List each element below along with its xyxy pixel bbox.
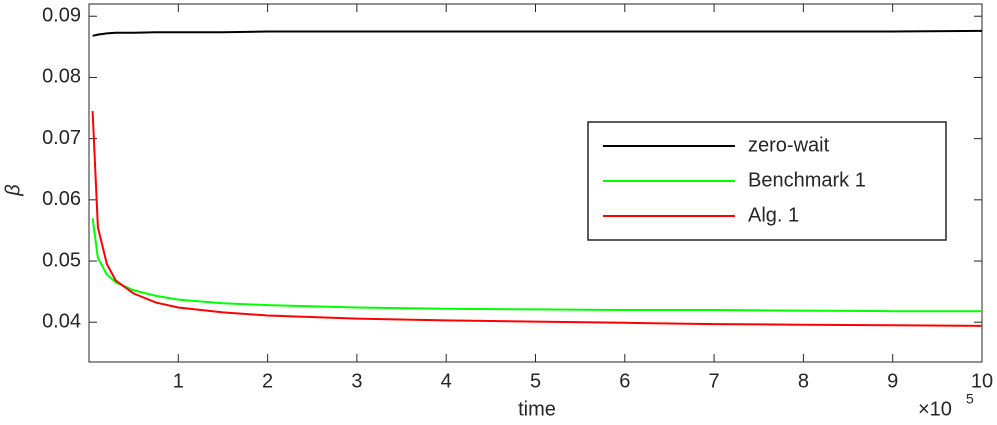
x-tick-label: 8	[798, 370, 809, 392]
x-tick-label: 10	[971, 370, 993, 392]
x-axis-label: time	[518, 398, 556, 420]
y-tick-label: 0.05	[42, 249, 81, 271]
x-tick-label: 4	[441, 370, 452, 392]
legend-label: Alg. 1	[748, 204, 799, 226]
x-tick-label: 5	[530, 370, 541, 392]
x-tick-label: 1	[173, 370, 184, 392]
series-line	[92, 29, 983, 37]
x-tick-label: 9	[887, 370, 898, 392]
legend-label: Benchmark 1	[748, 169, 866, 191]
x-tick-label: 3	[351, 370, 362, 392]
x-tick-label: 2	[262, 370, 273, 392]
series-line	[91, 111, 983, 327]
y-tick-label: 0.06	[42, 188, 81, 210]
y-tick-label: 0.04	[42, 311, 81, 333]
x-tick-label: 7	[709, 370, 720, 392]
series-line	[91, 218, 982, 313]
x-tick-label: 6	[619, 370, 630, 392]
y-axis-label: β	[2, 184, 24, 196]
y-tick-label: 0.09	[42, 5, 81, 27]
y-tick-label: 0.07	[42, 127, 81, 149]
y-tick-label: 0.08	[42, 66, 81, 88]
legend-label: zero-wait	[748, 134, 830, 156]
x-exponent: 5	[966, 391, 974, 407]
x-multiplier: ×10	[918, 398, 952, 420]
